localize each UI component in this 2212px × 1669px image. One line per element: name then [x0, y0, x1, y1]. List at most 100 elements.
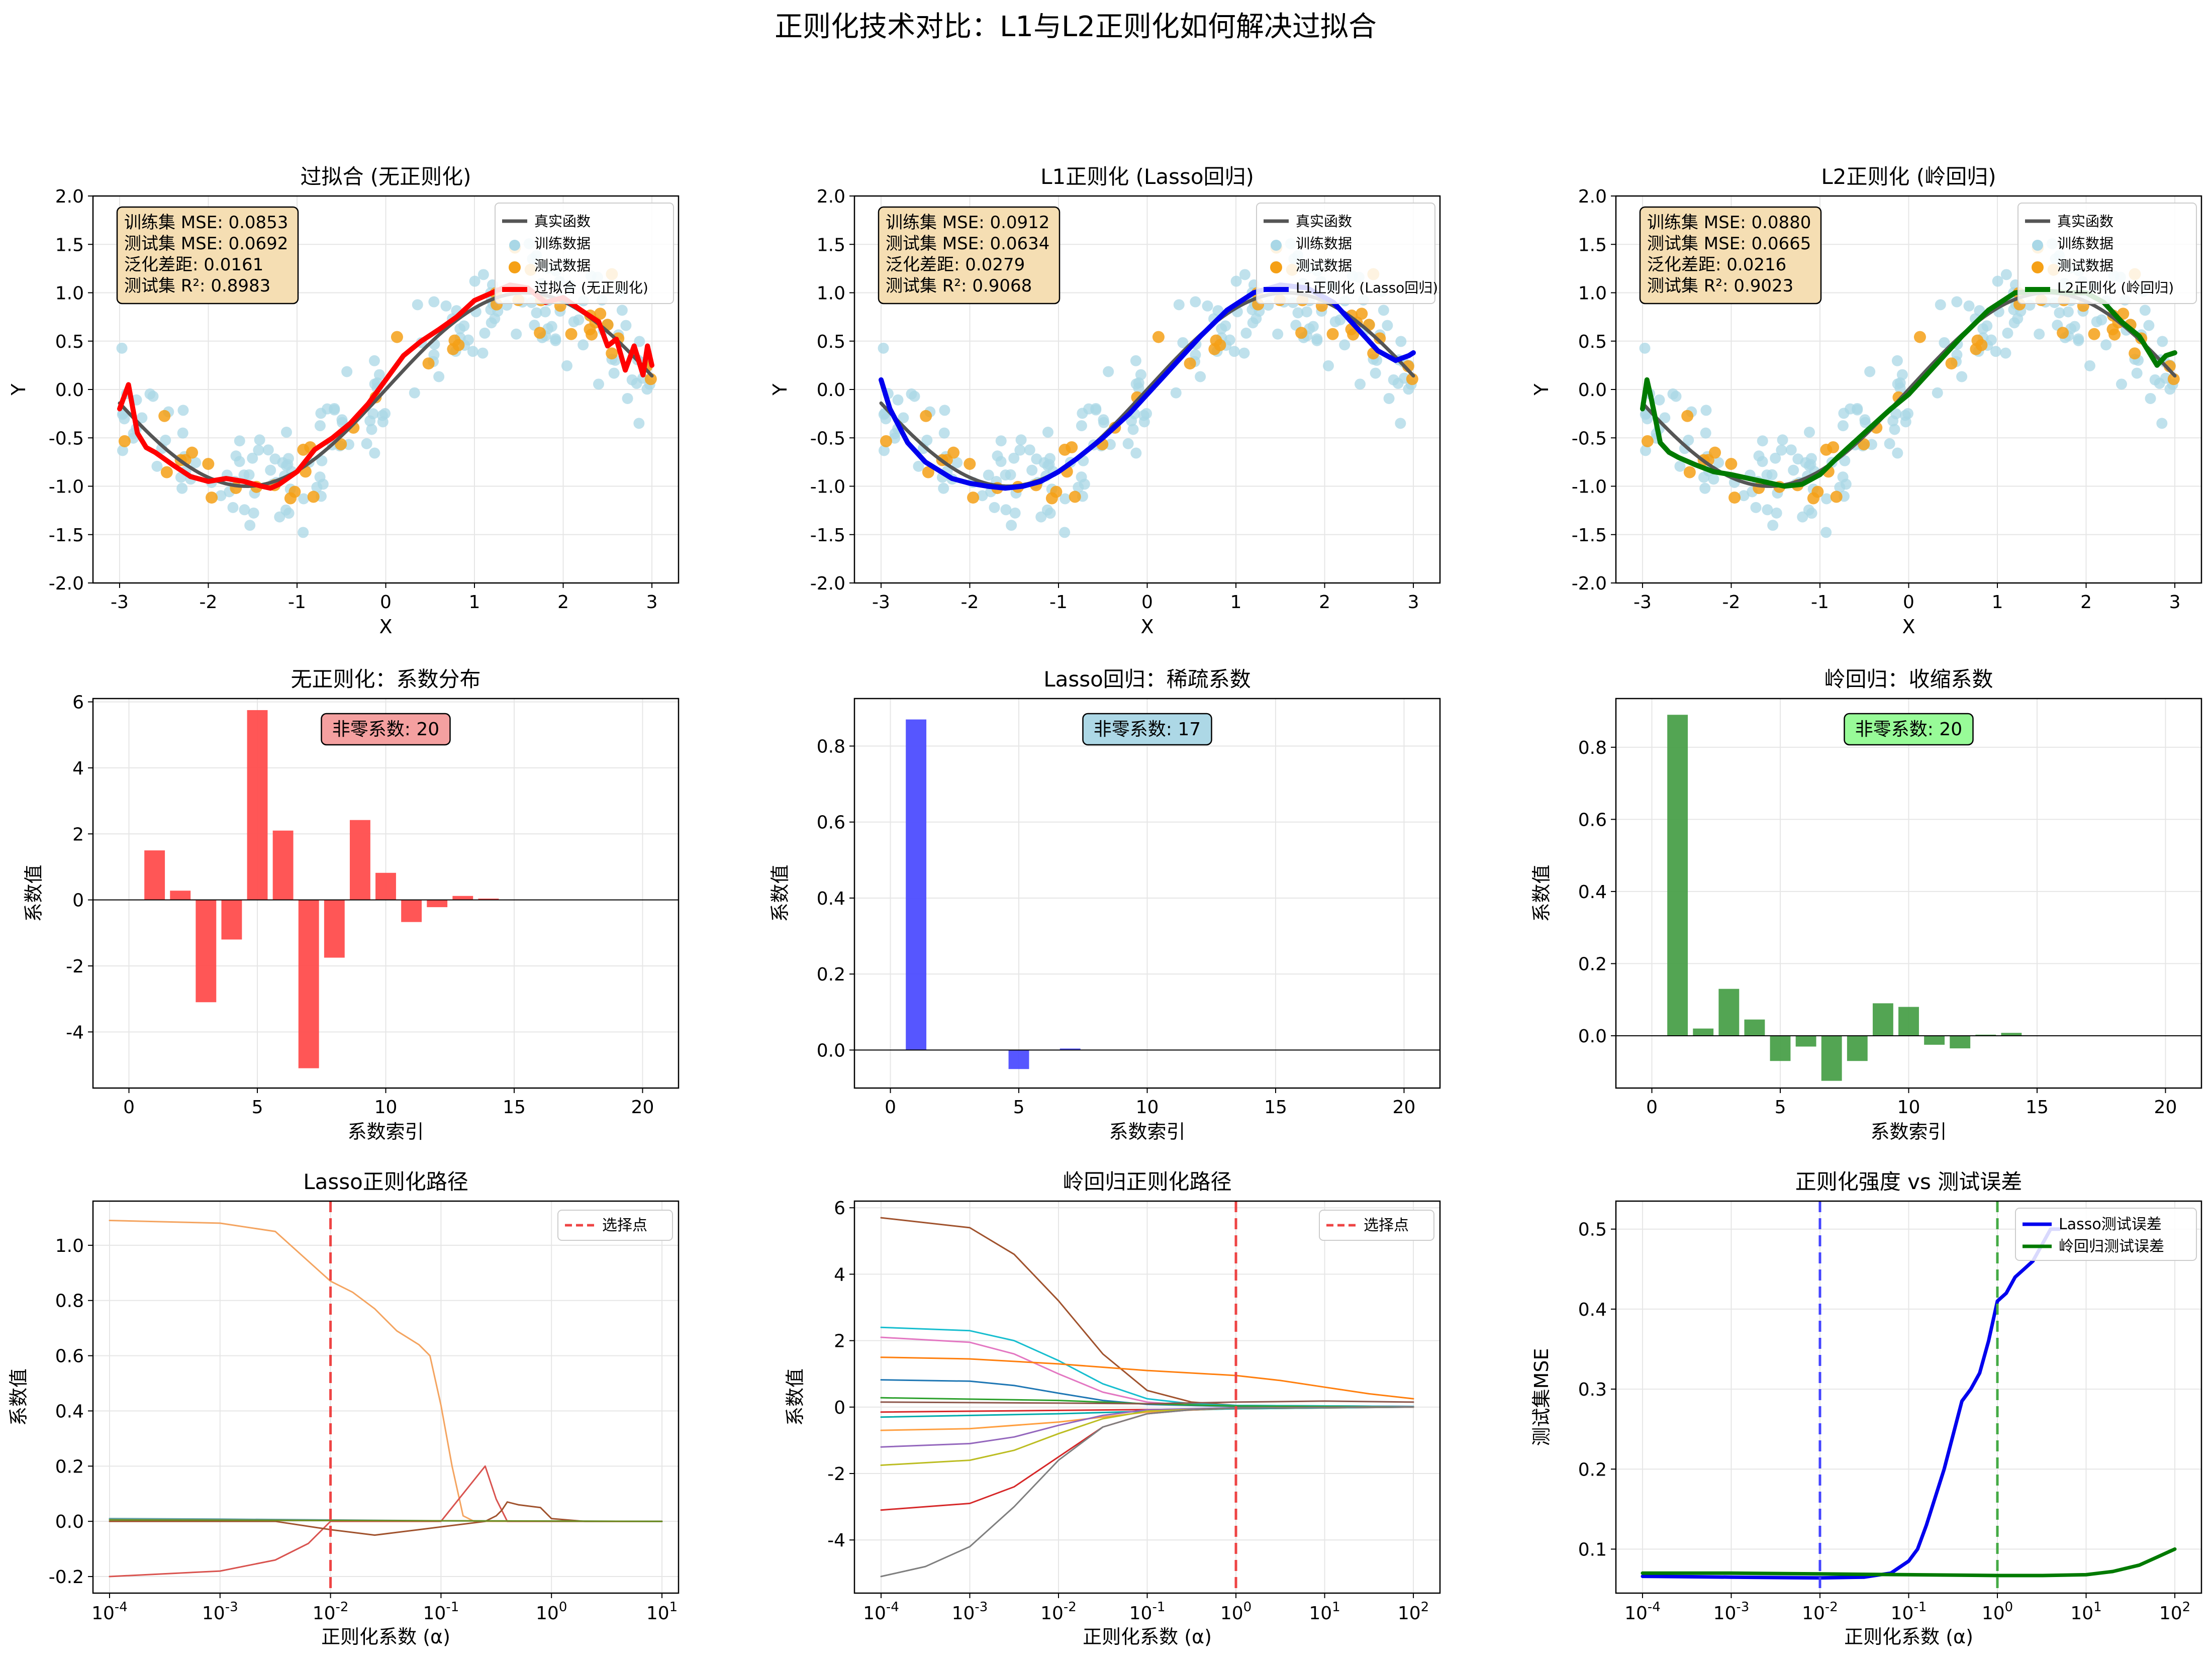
- train-point: [244, 520, 256, 531]
- fit-panel-fit_l1: -3 -2 -1 0 1 2 3 -2.0 -1.5 -1.0 -0.5 0.0 0.5 1.0 1.5 2.…: [769, 164, 1441, 638]
- train-point: [254, 434, 265, 446]
- train-point: [1272, 328, 1284, 340]
- coef-bar: [144, 850, 165, 900]
- test-point: [307, 490, 320, 503]
- train-point: [1339, 339, 1351, 351]
- train-point: [428, 349, 440, 361]
- train-point: [2100, 339, 2112, 351]
- y-tick-label: 6: [72, 693, 84, 713]
- legend-label: 测试数据: [1296, 257, 1352, 274]
- x-tick-label: 15: [503, 1097, 526, 1118]
- train-point: [2164, 383, 2176, 395]
- train-point: [1776, 444, 1787, 456]
- nonzero-badge: [321, 713, 451, 746]
- x-axis-label: X: [1140, 616, 1153, 638]
- train-point: [550, 335, 561, 346]
- x-tick-label: 0: [885, 1097, 896, 1118]
- train-point: [2000, 269, 2012, 280]
- x-tick-label: 3: [1408, 592, 1419, 613]
- x-tick-label: -2: [1722, 592, 1741, 613]
- test-point: [1184, 357, 1196, 370]
- coef-path-line: [109, 1501, 663, 1536]
- stats-line: 测试集 MSE: 0.0634: [886, 234, 1049, 254]
- coef-path-line: [880, 1326, 1414, 1407]
- test-point: [1807, 492, 1819, 505]
- x-tick-label: 15: [2026, 1097, 2049, 1118]
- coef-bar: [196, 900, 217, 1003]
- coef-bar: [1975, 1034, 1996, 1036]
- train-point: [1674, 460, 1686, 472]
- train-point: [2084, 360, 2095, 371]
- x-tick-label: 5: [252, 1097, 263, 1118]
- coef-bar: [478, 899, 499, 900]
- train-point: [234, 435, 245, 447]
- train-point: [329, 404, 340, 416]
- train-point: [1992, 275, 2003, 287]
- train-point: [1654, 394, 1665, 406]
- coef-path-line: [109, 1519, 663, 1522]
- x-tick-label: -1: [288, 592, 306, 613]
- train-point: [2034, 328, 2045, 340]
- train-point: [1639, 342, 1651, 354]
- x-tick-label: -3: [1633, 592, 1652, 613]
- error-curve: [1641, 1547, 2177, 1578]
- test-point: [1374, 332, 1386, 345]
- legend-marker: [509, 240, 520, 251]
- coef-bar: [1950, 1035, 1971, 1049]
- y-axis-label: 系数值: [769, 864, 791, 922]
- train-point: [992, 450, 1003, 462]
- train-point: [1024, 444, 1035, 456]
- y-tick-label: 0.0: [817, 380, 845, 401]
- y-tick-label: 2.0: [55, 186, 84, 207]
- y-tick-label: 0.4: [55, 1401, 84, 1422]
- train-point: [2131, 367, 2143, 379]
- test-point: [1406, 373, 1418, 385]
- train-point: [367, 408, 379, 420]
- train-point: [1659, 412, 1671, 424]
- train-point: [616, 305, 628, 316]
- test-point: [1709, 446, 1721, 459]
- train-point: [1700, 405, 1712, 416]
- x-tick-label: -1: [1811, 592, 1829, 613]
- legend-label: L2正则化 (岭回归): [2057, 279, 2174, 296]
- train-point: [2145, 392, 2156, 404]
- train-point: [2091, 316, 2102, 328]
- train-point: [1640, 445, 1651, 456]
- x-tick-label: 10-1: [1891, 1600, 1927, 1624]
- train-point: [1804, 427, 1815, 438]
- train-point: [1008, 452, 1020, 464]
- y-tick-label: 0.8: [817, 737, 845, 757]
- test-point: [565, 328, 578, 340]
- train-point: [1322, 360, 1334, 371]
- train-point: [1076, 471, 1087, 483]
- x-axis-label: 正则化系数 (α): [1083, 1626, 1212, 1648]
- stats-line: 训练集 MSE: 0.0880: [1647, 213, 1811, 233]
- test-point: [1830, 490, 1843, 503]
- subplots-grid: -3 -2 -1 0 1 2 3 -2.0 -1.5 -1.0 -0.5 0.0 0.5 1.0 1.5 2.…: [8, 164, 2202, 1648]
- train-point: [608, 367, 620, 379]
- test-point: [1827, 441, 1840, 454]
- train-point: [454, 323, 466, 335]
- x-tick-label: 2: [557, 592, 569, 613]
- y-tick-label: 2: [834, 1331, 845, 1352]
- legend: 选择点: [557, 1210, 673, 1241]
- train-point: [1329, 316, 1341, 328]
- train-point: [1195, 371, 1206, 382]
- y-axis-label: Y: [8, 383, 30, 396]
- train-point: [1785, 444, 1797, 456]
- x-tick-label: 10-2: [313, 1600, 349, 1624]
- x-tick-label: 3: [2169, 592, 2181, 613]
- train-point: [1370, 367, 1381, 379]
- test-point: [452, 339, 465, 351]
- test-point: [1045, 492, 1058, 505]
- stats-line: 测试集 R²: 0.9023: [1647, 276, 1793, 296]
- stats-box-bg: [878, 206, 1061, 305]
- x-tick-label: 10-1: [423, 1600, 459, 1624]
- test-point: [2057, 327, 2069, 339]
- train-point: [1935, 299, 1946, 311]
- train-point: [1951, 349, 1963, 361]
- coef-bar: [349, 820, 370, 900]
- coef-bar: [1924, 1035, 1945, 1045]
